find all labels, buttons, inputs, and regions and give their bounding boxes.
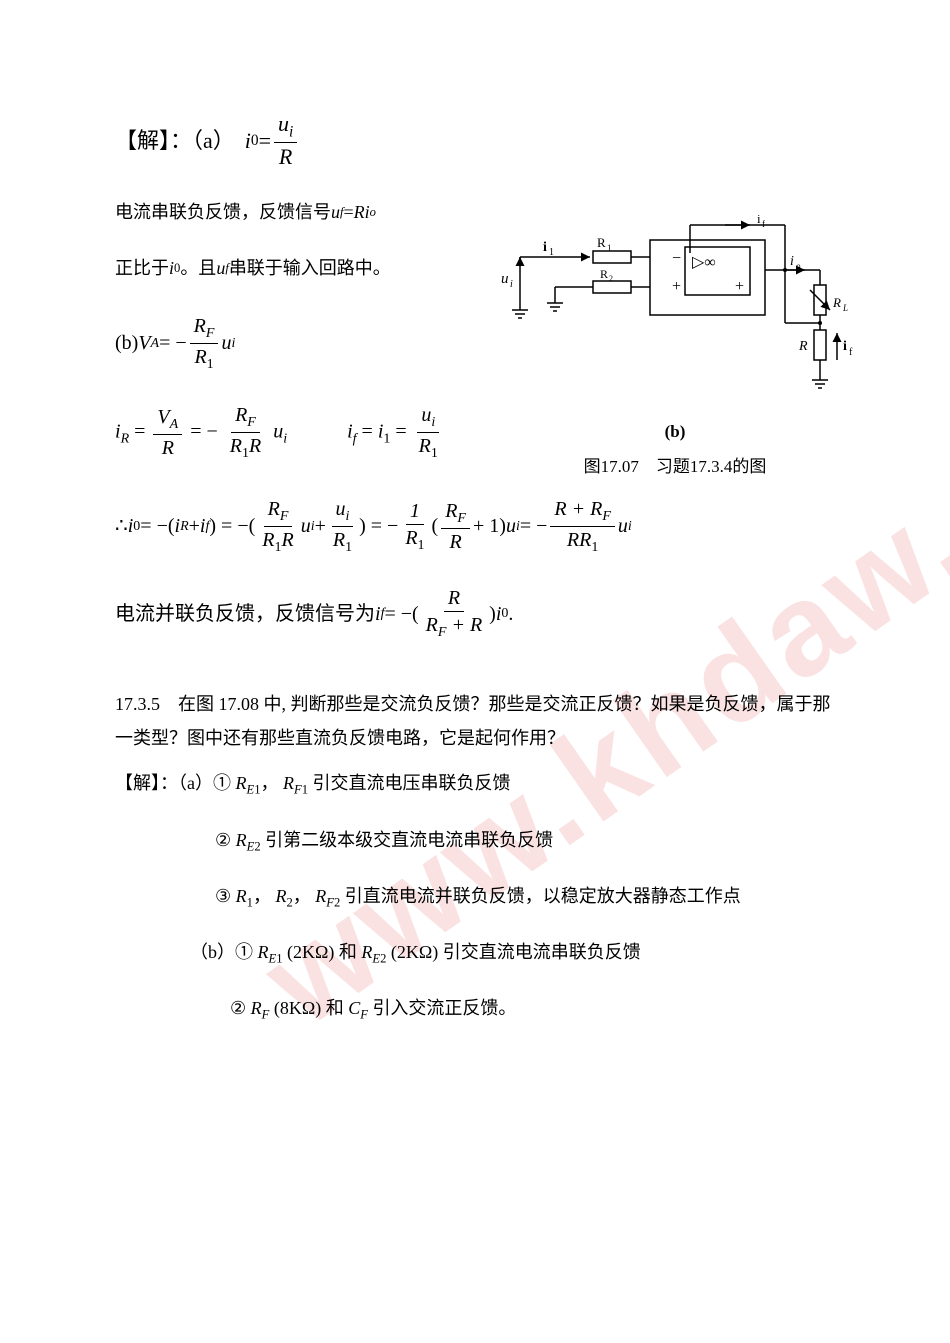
label: 【解】：（a）① [115,773,231,793]
label-if-right: i [843,339,847,354]
val1: (2KΩ) [287,942,334,962]
equation-iR-if: iR = VA R = − RF R1R ui if = i1 = ui R1 [115,402,835,463]
fraction-ui-R: ui R [274,110,297,172]
text: 引交直流电压串联负反馈 [313,773,511,793]
equation-b-VA: (b) VA = − RF R1 ui [115,313,835,374]
line-feedback-series: 电流串联负反馈，反馈信号 uf = Rio [115,196,835,228]
var-R: R [354,196,365,228]
equation-i0-full: ∴ i0 = −(iR + if) = −( RF R1R ui + ui R1… [115,496,835,557]
and: 和 [339,942,362,962]
answer-a-1: 【解】：（a）① RE1， RF1 引交直流电压串联负反馈 [115,767,835,801]
label: （b）① [190,942,253,962]
equals: = [259,121,271,161]
text: 引入交流正反馈。 [372,998,516,1018]
frac-RF-R1: RF R1 [190,313,219,374]
text: 电流并联负反馈，反馈信号为 [115,596,375,632]
var-uf: u [331,196,340,228]
sub-A: A [151,331,160,356]
answer-b-2: ② RF (8KΩ) 和 CF 引入交流正反馈。 [115,992,835,1026]
eq-if: if = i1 = ui R1 [347,402,445,463]
solution-a-equation: 【解】：（a） i0 = ui R [115,110,835,172]
num: ③ [215,880,231,912]
svg-text:L: L [842,303,848,313]
numerator: ui [274,110,297,143]
num: ② [215,824,231,856]
label-a: 【解】：（a） [115,121,235,161]
val1: (8KΩ) [274,998,321,1018]
svg-text:f: f [849,347,853,358]
val2: (2KΩ) [391,942,438,962]
and: 和 [326,998,349,1018]
text: 引第二级本级交直流电流串联负反馈 [265,830,553,850]
text3: 串联于输入回路中。 [229,252,391,284]
var-uf: u [216,252,225,284]
answer-a-2: ② RE2 引第二级本级交直流电流串联负反馈 [115,824,835,858]
sub-0: 0 [251,127,259,155]
eq-iR: iR = VA R = − RF R1R ui [115,402,287,463]
var-ui: u [221,325,231,361]
num: ② [230,992,246,1024]
label-b: (b) [115,325,138,361]
page-content: 【解】：（a） i0 = ui R 电流串联负反馈，反馈信号 uf = Rio … [115,110,835,1027]
sub-i: i [231,331,235,356]
var-VA: V [138,325,150,361]
therefore: ∴ [115,508,128,544]
eq: = − [159,325,187,361]
text2: 。且 [180,252,216,284]
sub-o: o [370,201,376,224]
answer-b-1: （b）① RE1 (2KΩ) 和 RE2 (2KΩ) 引交直流电流串联负反馈 [115,936,835,970]
text1: 正比于 [115,252,169,284]
question-17-3-5: 17.3.5 在图 17.08 中, 判断那些是交流负反馈？那些是交流正反馈？如… [115,687,835,755]
denominator: R [275,143,296,172]
line-parallel-feedback: 电流并联负反馈，反馈信号为 if = −( R RF + R )i0 . [115,585,835,642]
line-proportional: 正比于 i0 。且 uf 串联于输入回路中。 [115,252,835,284]
answer-a-3: ③ R1， R2， RF2 引直流电流并联负反馈，以稳定放大器静态工作点 [115,880,835,914]
eq: = [344,196,354,228]
text: 电流串联负反馈，反馈信号 [115,196,331,228]
text: 引直流电流并联负反馈，以稳定放大器静态工作点 [345,886,741,906]
text: 引交直流电流串联负反馈 [443,942,641,962]
